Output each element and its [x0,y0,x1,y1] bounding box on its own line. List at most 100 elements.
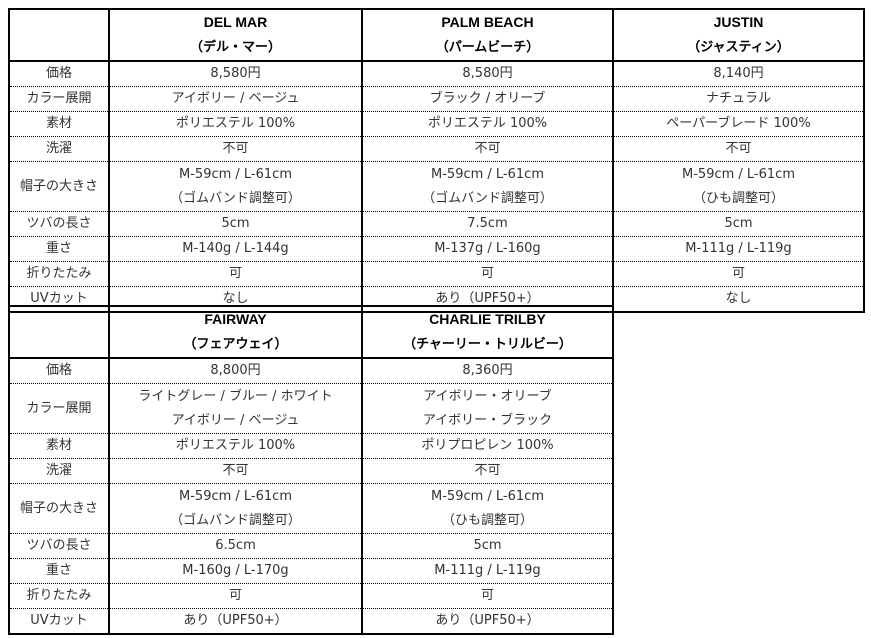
cell-wash: 不可 [361,136,614,162]
row-label: 素材 [8,433,110,459]
cell-wash: 不可 [108,136,363,162]
cell-line: M-59cm / L-61cm [431,488,544,504]
header-row: DEL MAR （デル・マー） PALM BEACH （パームビーチ） JUSTIN （ジ… [8,9,865,62]
cell-line: ナチュラル [705,91,771,106]
table-row: 洗濯 不可 不可 不可 [8,136,865,162]
table-row: 素材 ポリエステル 100% ポリエステル 100% ペーパーブレード 100% [8,111,865,137]
cell-price: 8,140円 [612,61,865,87]
table-row: 重さ M-160g / L-170g M-111g / L-119g [8,558,614,584]
cell-material: ポリエステル 100% [361,111,614,137]
cell-wash: 不可 [361,458,614,484]
cell-brim: 5cm [612,211,865,237]
cell-size: M-59cm / L-61cm （ゴムバンド調整可） [361,161,614,212]
cell-size: M-59cm / L-61cm （ゴムバンド調整可） [108,483,363,534]
cell-wash: 不可 [108,458,363,484]
comparison-table-2: FAIRWAY （フェアウェイ） CHARLIE TRILBY （チャーリー・トリルビ… [8,305,614,635]
cell-line: M-59cm / L-61cm [179,488,292,504]
corner-cell [8,306,110,359]
product-header: JUSTIN （ジャスティン） [612,9,865,62]
cell-line: ライトグレー / ブルー / ホワイト [138,388,333,404]
row-label: UVカット [8,608,110,634]
cell-line: アイボリー・ブラック [422,412,553,428]
row-label: 折りたたみ [8,261,110,287]
table-row: 価格 8,800円 8,360円 [8,358,614,384]
cell-line: （ひも調整可） [692,190,784,206]
cell-fold: 可 [361,583,614,609]
table-row: 帽子の大きさ M-59cm / L-61cm （ゴムバンド調整可） M-59cm / … [8,483,614,534]
product-name: DEL MAR [203,14,268,30]
cell-line: （ゴムバンド調整可） [170,512,301,528]
cell-fold: 可 [361,261,614,287]
table-row: ツバの長さ 5cm 7.5cm 5cm [8,211,865,237]
cell-colors: アイボリー / ベージュ [108,86,363,112]
table-row: カラー展開 アイボリー / ベージュ ブラック / オリーブ ナチュラル [8,86,865,112]
cell-price: 8,580円 [361,61,614,87]
product-kana: （フェアウェイ） [183,337,288,352]
comparison-table-1: DEL MAR （デル・マー） PALM BEACH （パームビーチ） JUSTIN （ジ… [8,8,865,313]
row-label: 折りたたみ [8,583,110,609]
corner-cell [8,9,110,62]
cell-size: M-59cm / L-61cm （ゴムバンド調整可） [108,161,363,212]
row-label: 価格 [8,61,110,87]
cell-fold: 可 [612,261,865,287]
cell-weight: M-160g / L-170g [108,558,363,584]
row-label: ツバの長さ [8,211,110,237]
row-label: 帽子の大きさ [8,483,110,534]
table-row: ツバの長さ 6.5cm 5cm [8,533,614,559]
product-header: FAIRWAY （フェアウェイ） [108,306,363,359]
row-label: 重さ [8,236,110,262]
cell-weight: M-111g / L-119g [612,236,865,262]
row-label: 価格 [8,358,110,384]
cell-line: アイボリー / ベージュ [171,91,300,106]
cell-line: （ゴムバンド調整可） [170,190,301,206]
cell-material: ポリエステル 100% [108,433,363,459]
row-label: カラー展開 [8,86,110,112]
cell-brim: 5cm [108,211,363,237]
table-row: 重さ M-140g / L-144g M-137g / L-160g M-111g /… [8,236,865,262]
product-name: CHARLIE TRILBY [429,311,546,327]
cell-line: （ひも調整可） [441,512,533,528]
table-row: 帽子の大きさ M-59cm / L-61cm （ゴムバンド調整可） M-59cm / … [8,161,865,212]
table-row: カラー展開 ライトグレー / ブルー / ホワイト アイボリー / ベージュ アイボリ… [8,383,614,434]
cell-material: ポリプロピレン 100% [361,433,614,459]
table-row: 折りたたみ可可 [8,583,614,609]
cell-fold: 可 [108,583,363,609]
cell-weight: M-111g / L-119g [361,558,614,584]
cell-colors: アイボリー・オリーブ アイボリー・ブラック [361,383,614,434]
row-label: ツバの長さ [8,533,110,559]
table-row: 素材 ポリエステル 100% ポリプロピレン 100% [8,433,614,459]
cell-line: アイボリー・オリーブ [423,388,552,404]
cell-price: 8,580円 [108,61,363,87]
cell-fold: 可 [108,261,363,287]
header-row: FAIRWAY （フェアウェイ） CHARLIE TRILBY （チャーリー・トリルビ… [8,306,614,359]
product-header: DEL MAR （デル・マー） [108,9,363,62]
cell-brim: 7.5cm [361,211,614,237]
product-kana: （チャーリー・トリルビー） [403,337,572,352]
table-row: UVカット あり（UPF50+） あり（UPF50+） [8,608,614,634]
row-label: 素材 [8,111,110,137]
table-row: 洗濯 不可 不可 [8,458,614,484]
cell-material: ポリエステル 100% [108,111,363,137]
row-label: カラー展開 [8,383,110,434]
cell-size: M-59cm / L-61cm （ひも調整可） [361,483,614,534]
cell-material: ペーパーブレード 100% [612,111,865,137]
cell-weight: M-137g / L-160g [361,236,614,262]
table-row: 価格 8,580円 8,580円 8,140円 [8,61,865,87]
cell-weight: M-140g / L-144g [108,236,363,262]
row-label: 洗濯 [8,136,110,162]
cell-line: アイボリー / ベージュ [171,412,300,428]
cell-uv: あり（UPF50+） [108,608,363,634]
product-name: PALM BEACH [441,14,534,30]
product-header: PALM BEACH （パームビーチ） [361,9,614,62]
cell-line: M-59cm / L-61cm [179,166,292,182]
cell-line: M-59cm / L-61cm [682,166,795,182]
row-label: 帽子の大きさ [8,161,110,212]
product-header: CHARLIE TRILBY （チャーリー・トリルビー） [361,306,614,359]
cell-colors: ライトグレー / ブルー / ホワイト アイボリー / ベージュ [108,383,363,434]
cell-line: ブラック / オリーブ [429,91,546,106]
product-name: FAIRWAY [204,311,267,327]
cell-price: 8,360円 [361,358,614,384]
cell-line: M-59cm / L-61cm [431,166,544,182]
cell-brim: 5cm [361,533,614,559]
table-row: 折りたたみ可可可 [8,261,865,287]
